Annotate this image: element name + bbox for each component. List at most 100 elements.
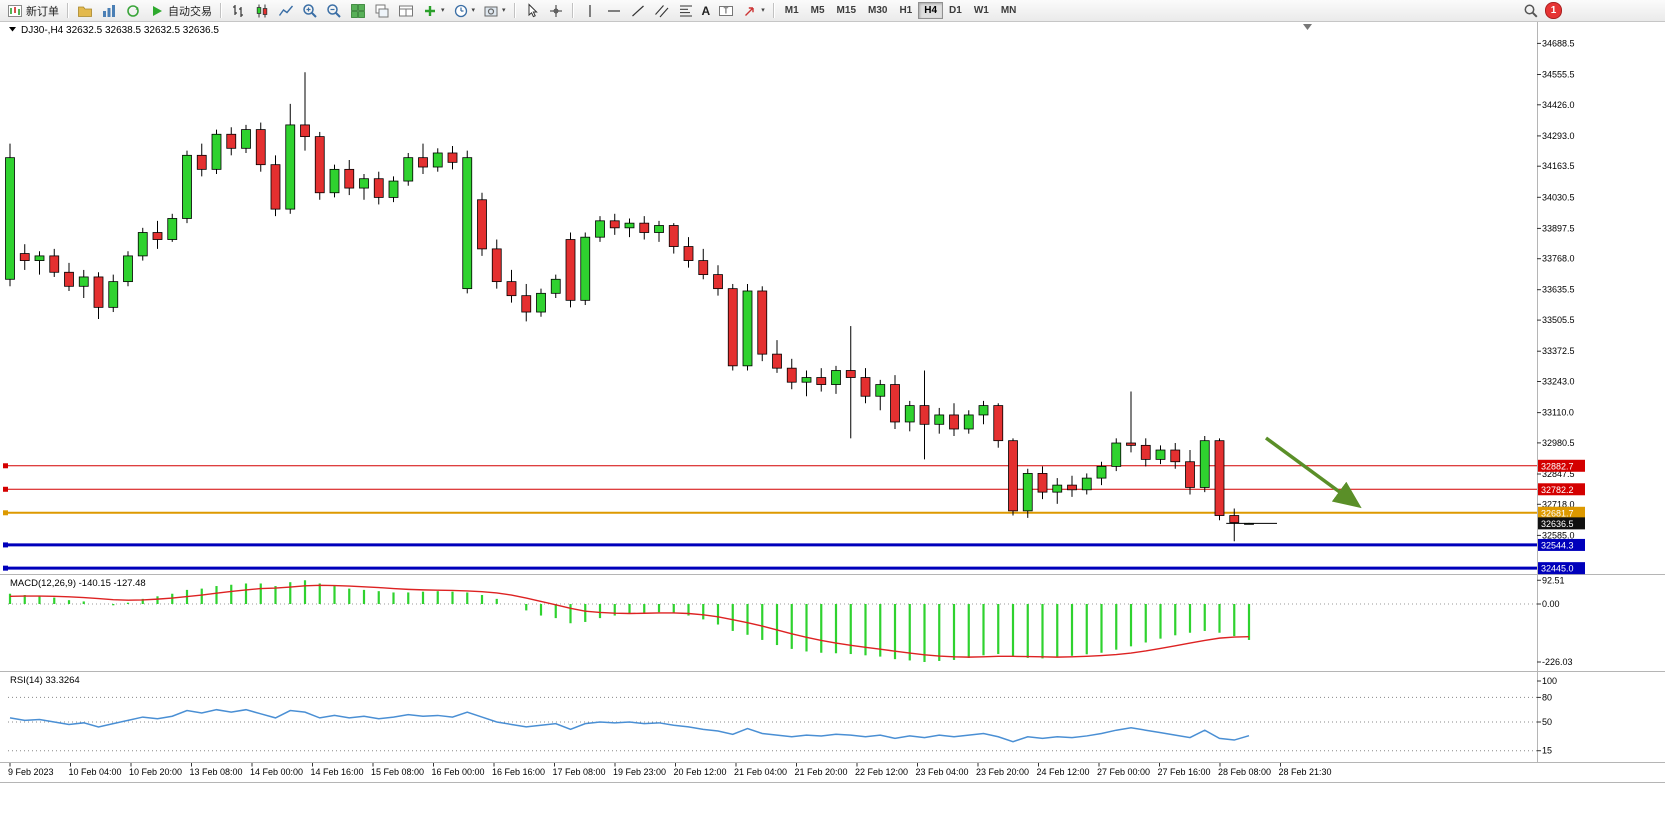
crosshair-icon <box>549 4 562 17</box>
timeframe-w1-button[interactable]: W1 <box>968 2 995 19</box>
candles-layer[interactable] <box>5 72 1254 542</box>
trendline-button[interactable] <box>626 1 650 20</box>
svg-text:33768.0: 33768.0 <box>1542 254 1575 264</box>
line-anchor <box>3 510 8 516</box>
svg-text:34426.0: 34426.0 <box>1542 100 1575 110</box>
svg-text:16 Feb 00:00: 16 Feb 00:00 <box>432 767 485 777</box>
periods-button[interactable]: ▾ <box>449 1 480 20</box>
vertical-line-icon <box>588 4 591 17</box>
play-icon <box>153 5 162 16</box>
rsi-panel <box>8 680 1541 752</box>
candlesticks-icon <box>256 4 268 17</box>
arrange-windows-button[interactable] <box>394 1 418 20</box>
svg-text:33110.0: 33110.0 <box>1542 408 1574 418</box>
cascade-windows-icon <box>375 4 389 17</box>
tile-windows-button[interactable] <box>346 1 370 20</box>
cursor-icon <box>528 2 538 17</box>
svg-text:13 Feb 08:00: 13 Feb 08:00 <box>190 767 243 777</box>
svg-text:32847.5: 32847.5 <box>1542 469 1575 479</box>
text-tool-button[interactable]: A <box>698 1 715 20</box>
new-order-button[interactable]: 新订单 <box>3 1 63 20</box>
add-indicator-button[interactable]: ▾ <box>418 1 449 20</box>
new-order-label: 新订单 <box>26 5 59 18</box>
periods-clock-icon <box>454 4 467 17</box>
trendline-icon <box>631 5 644 16</box>
price-tag <box>1538 483 1585 496</box>
cascade-windows-button[interactable] <box>370 1 394 20</box>
svg-text:33635.5: 33635.5 <box>1542 285 1575 295</box>
text-tool-icon: A <box>701 3 711 18</box>
trend-arrow-annotation[interactable] <box>1264 436 1362 509</box>
svg-text:33505.5: 33505.5 <box>1542 315 1575 325</box>
line-chart-button[interactable] <box>274 1 298 20</box>
toolbar-separator <box>513 3 516 18</box>
horizontal-lines-layer[interactable] <box>3 463 1537 571</box>
bar-chart-button[interactable] <box>226 1 250 20</box>
timeframe-m15-button[interactable]: M15 <box>831 2 862 19</box>
zoom-in-button[interactable] <box>298 1 322 20</box>
svg-text:34293.0: 34293.0 <box>1542 131 1575 141</box>
timeframe-h4-button[interactable]: H4 <box>918 2 944 19</box>
auto-trading-button[interactable]: 自动交易 <box>145 1 216 20</box>
search-icon <box>1524 4 1538 18</box>
svg-text:23 Feb 04:00: 23 Feb 04:00 <box>916 767 969 777</box>
candlestick-chart-button[interactable] <box>250 1 274 20</box>
arrows-tool-button[interactable]: ▾ <box>738 1 769 20</box>
svg-text:27 Feb 00:00: 27 Feb 00:00 <box>1097 767 1150 777</box>
timeframe-m5-button[interactable]: M5 <box>805 2 831 19</box>
toolbar-separator <box>220 3 222 18</box>
timeframe-m30-button[interactable]: M30 <box>862 2 893 19</box>
horizontal-line-button[interactable] <box>602 1 626 20</box>
market-watch-button[interactable] <box>97 1 121 20</box>
svg-text:28 Feb 21:30: 28 Feb 21:30 <box>1279 767 1332 777</box>
notification-badge[interactable]: 1 <box>1545 2 1562 19</box>
svg-text:32882.7: 32882.7 <box>1541 461 1574 471</box>
svg-text:33372.5: 33372.5 <box>1542 346 1575 356</box>
line-chart-icon <box>278 5 294 16</box>
add-indicator-icon <box>425 5 435 16</box>
macd-signal-line <box>9 584 1250 658</box>
timeframe-mn-button[interactable]: MN <box>995 2 1023 19</box>
chart-collapse-triangle-icon[interactable] <box>9 27 16 32</box>
svg-text:28 Feb 08:00: 28 Feb 08:00 <box>1218 767 1271 777</box>
svg-text:32980.5: 32980.5 <box>1542 438 1575 448</box>
timeframe-d1-button[interactable]: D1 <box>943 2 968 19</box>
horizontal-line-icon <box>607 9 620 12</box>
search-button[interactable] <box>1519 1 1543 20</box>
panel-frame <box>0 22 1665 783</box>
chart-shot-icon <box>484 6 498 16</box>
dropdown-caret-icon: ▾ <box>441 7 445 14</box>
svg-text:10 Feb 04:00: 10 Feb 04:00 <box>69 767 122 777</box>
svg-text:100: 100 <box>1542 676 1557 686</box>
svg-text:32445.0: 32445.0 <box>1541 564 1574 574</box>
chart-region[interactable]: 34688.5 34555.5 34426.0 34293.0 34163.5 34030… <box>0 21 1665 837</box>
auto-trading-label: 自动交易 <box>168 5 212 18</box>
svg-text:16 Feb 16:00: 16 Feb 16:00 <box>492 767 545 777</box>
market-watch-icon <box>103 4 115 17</box>
svg-text:32636.5: 32636.5 <box>1541 519 1574 529</box>
svg-text:22 Feb 12:00: 22 Feb 12:00 <box>855 767 908 777</box>
equidistant-channel-button[interactable] <box>650 1 674 20</box>
svg-text:32585.0: 32585.0 <box>1542 530 1575 540</box>
svg-text:92.51: 92.51 <box>1542 575 1565 585</box>
zoom-out-button[interactable] <box>322 1 346 20</box>
cursor-button[interactable] <box>520 1 544 20</box>
crosshair-button[interactable] <box>544 1 568 20</box>
timeframe-group: M1 M5 M15 M30 H1 H4 D1 W1 MN <box>779 2 1023 19</box>
chart-shot-button[interactable]: ▾ <box>479 1 510 20</box>
profiles-button[interactable] <box>73 1 97 20</box>
vertical-line-button[interactable] <box>578 1 602 20</box>
svg-text:19 Feb 23:00: 19 Feb 23:00 <box>613 767 666 777</box>
fibonacci-button[interactable] <box>674 1 698 20</box>
svg-text:50: 50 <box>1542 717 1552 727</box>
line-anchor <box>3 565 8 571</box>
toolbar-separator <box>67 3 69 18</box>
arrange-windows-icon <box>399 5 413 16</box>
refresh-button[interactable] <box>121 1 145 20</box>
timeframe-h1-button[interactable]: H1 <box>893 2 918 19</box>
text-label-button[interactable]: T <box>714 1 738 20</box>
svg-text:15: 15 <box>1542 746 1552 756</box>
timeframe-m1-button[interactable]: M1 <box>779 2 805 19</box>
